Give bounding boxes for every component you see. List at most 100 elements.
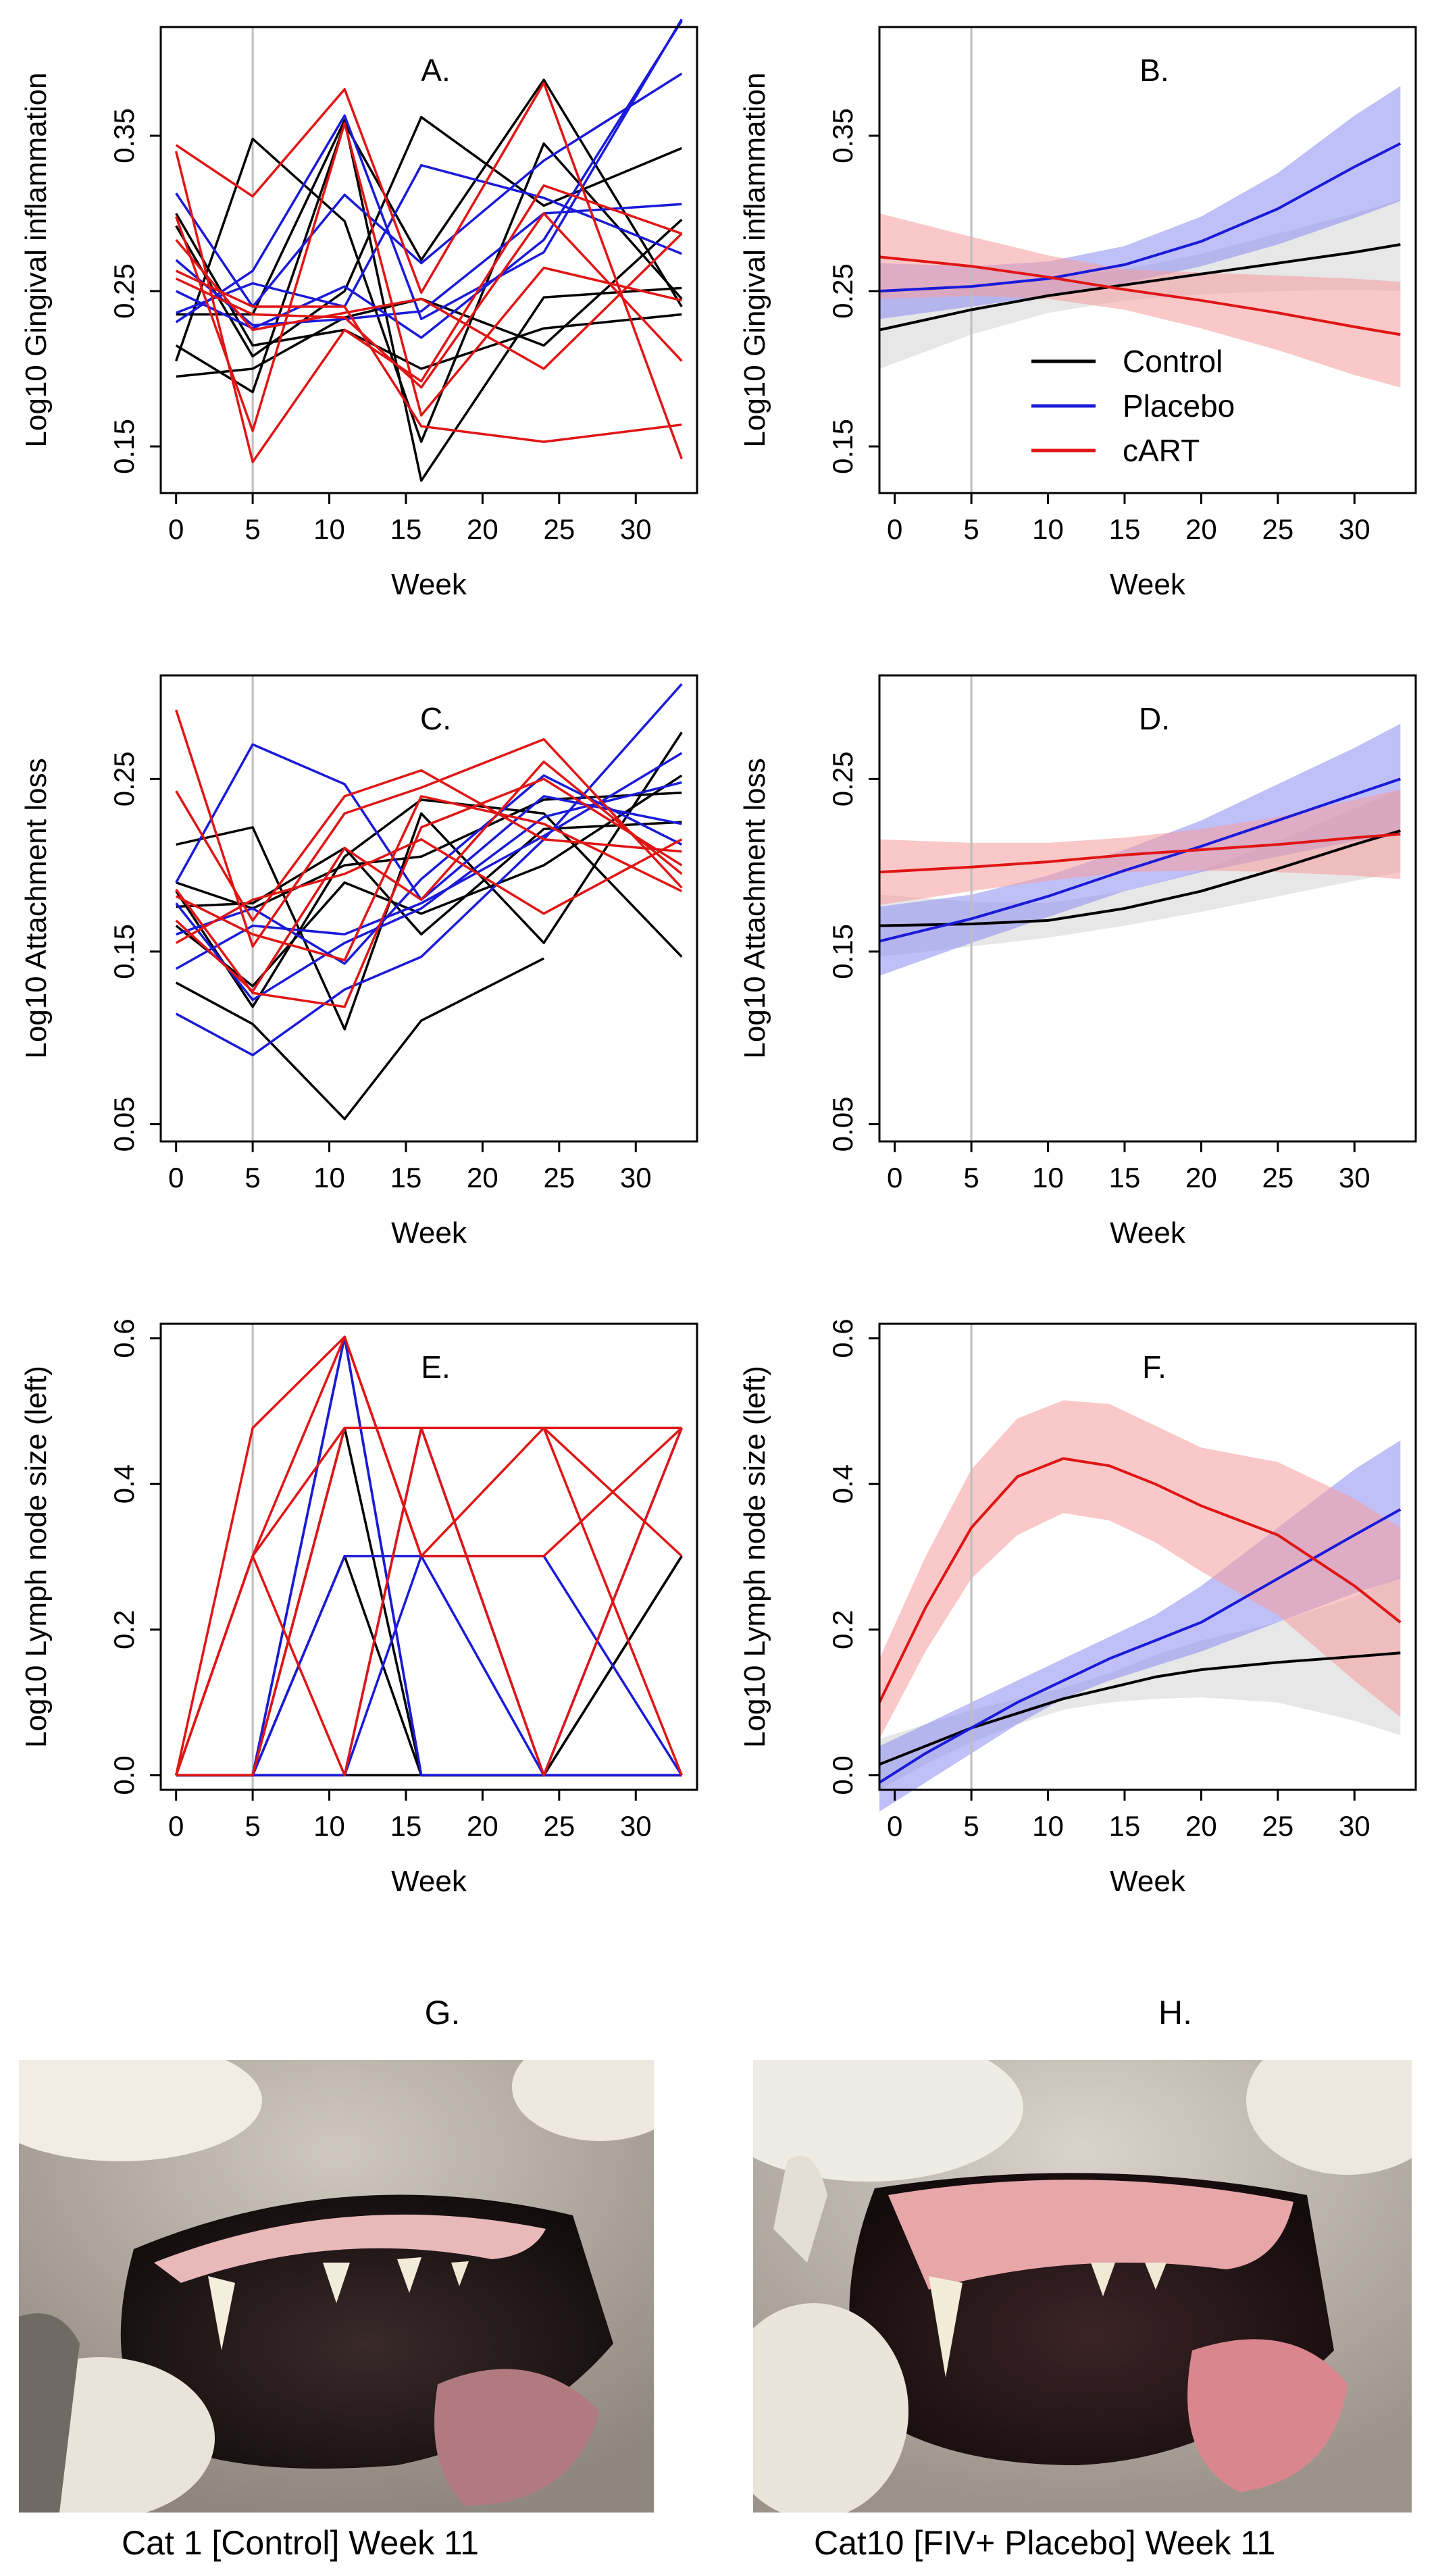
series-line-control-0 (879, 829, 1401, 927)
series-line-cart-14 (175, 777, 683, 1008)
series-line-placebo-6 (175, 683, 683, 1056)
x-tick-label: 0 (168, 1810, 184, 1842)
x-tick-label: 20 (467, 1810, 498, 1842)
series-line-placebo-7 (176, 163, 682, 314)
x-tick-label: 10 (313, 1162, 345, 1193)
y-tick-label: 0.25 (108, 751, 140, 806)
series-line-cart-13 (175, 269, 682, 443)
y-tick-label: 0.0 (108, 1755, 140, 1795)
series-line-placebo-10 (175, 781, 682, 1002)
x-tick-label: 15 (390, 513, 422, 545)
series-line-placebo-1 (878, 1508, 1402, 1784)
y-axis-label: Log10 Gingival inflammation (20, 72, 53, 447)
series-line-cart-2 (879, 255, 1401, 336)
x-tick-label: 20 (1185, 1162, 1217, 1193)
x-tick-label: 5 (245, 513, 260, 545)
series-line-control-1 (175, 798, 683, 1008)
series-line-control-4 (175, 115, 682, 358)
x-tick-label: 25 (1262, 513, 1293, 545)
y-axis-label: Log10 Lymph node size (left) (20, 1366, 53, 1748)
x-tick-label: 5 (963, 1810, 979, 1842)
y-tick-label: 0.05 (827, 1097, 858, 1152)
x-tick-label: 30 (620, 513, 652, 545)
series-line-control-0 (175, 137, 683, 443)
series-line-cart-12 (175, 769, 682, 922)
panel-label: A. (421, 53, 450, 88)
x-tick-label: 30 (620, 1162, 652, 1193)
series-line-placebo-7 (175, 743, 682, 901)
y-axis-label: Log10 Attachment loss (738, 758, 771, 1058)
plot-frame (878, 26, 1417, 494)
x-tick-label: 30 (620, 1810, 652, 1842)
series-line-control-3 (175, 957, 544, 1120)
series-line-cart-13 (175, 761, 683, 993)
x-axis-label: Week (391, 1216, 467, 1250)
x-tick-label: 25 (1262, 1810, 1293, 1842)
panel-label: F. (1142, 1349, 1166, 1385)
y-tick-label: 0.15 (827, 924, 858, 979)
y-tick-label: 0.15 (827, 419, 858, 474)
x-tick-label: 10 (1032, 1810, 1064, 1842)
x-tick-label: 15 (1109, 513, 1141, 545)
photo-g-cat-mouth (19, 2060, 654, 2513)
series-line-control-0 (879, 243, 1401, 332)
x-tick-label: 0 (168, 1162, 184, 1193)
x-axis-label: Week (391, 568, 467, 601)
panel-c: 0 5 10 15 20 25 30 0.05 0.15 0.25 Week Log10 Attach… (20, 674, 698, 1250)
series-line-placebo-8 (175, 18, 683, 324)
series-line-placebo-9 (176, 774, 683, 965)
y-axis-label: Log10 Lymph node size (left) (738, 1366, 771, 1748)
plot-frame (878, 1322, 1417, 1791)
x-tick-label: 10 (313, 1810, 345, 1842)
y-tick-label: 0.25 (827, 751, 858, 806)
y-tick-label: 0.25 (108, 263, 140, 319)
x-tick-label: 5 (963, 1162, 979, 1193)
plot-frame (159, 674, 698, 1143)
plot-frame (159, 26, 698, 494)
photo-g-label: G. (424, 1994, 461, 2032)
x-tick-label: 0 (887, 513, 902, 545)
series-line-cart-16 (175, 232, 683, 370)
series-line-cart-11 (175, 82, 683, 460)
x-tick-label: 15 (390, 1162, 422, 1193)
x-tick-label: 20 (1185, 1810, 1217, 1842)
x-tick-label: 20 (467, 1162, 498, 1193)
photo-g-caption: Cat 1 [Control] Week 11 (122, 2524, 479, 2562)
x-tick-label: 5 (245, 1162, 260, 1193)
ci-band-cart (879, 789, 1401, 905)
x-tick-label: 15 (390, 1810, 422, 1842)
series-line-cart-2 (879, 833, 1401, 874)
series-line-cart-12 (175, 1426, 683, 1777)
series-line-control-0 (879, 1651, 1401, 1766)
panel-e: 0 5 10 15 20 25 30 0.0 0.2 0.4 0.6 Week Log10 Lymph … (20, 1318, 698, 1898)
x-tick-label: 20 (467, 513, 498, 545)
series-line-cart-15 (175, 212, 683, 389)
ci-band-placebo (879, 1440, 1401, 1812)
ci-band-control (879, 1575, 1401, 1790)
panel-label: D. (1139, 701, 1170, 736)
x-tick-label: 30 (1339, 513, 1370, 545)
x-axis-label: Week (1110, 568, 1186, 601)
series-line-placebo-10 (175, 20, 683, 339)
legend-label-placebo: Placebo (1123, 388, 1235, 423)
panel-b: 0 5 10 15 20 25 30 0.15 0.25 0.35 Week Log10 Gingiv… (738, 26, 1417, 601)
x-tick-label: 25 (543, 1810, 575, 1842)
panel-label: E. (421, 1349, 450, 1385)
legend-label-control: Control (1123, 344, 1223, 379)
x-tick-label: 5 (963, 513, 979, 545)
ci-band-cart (879, 213, 1401, 388)
series-line-cart-2 (878, 1457, 1402, 1703)
x-axis-label: Week (1110, 1865, 1186, 1898)
series-line-control-2 (176, 218, 683, 378)
x-tick-label: 10 (313, 513, 345, 545)
y-tick-label: 0.4 (108, 1464, 140, 1503)
x-tick-label: 5 (245, 1810, 260, 1842)
photo-h-label: H. (1158, 1994, 1192, 2032)
y-tick-label: 0.6 (827, 1318, 858, 1358)
x-axis-label: Week (391, 1865, 467, 1898)
y-tick-label: 0.0 (827, 1755, 858, 1795)
plot-frame (159, 1322, 698, 1791)
series-line-cart-16 (175, 795, 683, 962)
